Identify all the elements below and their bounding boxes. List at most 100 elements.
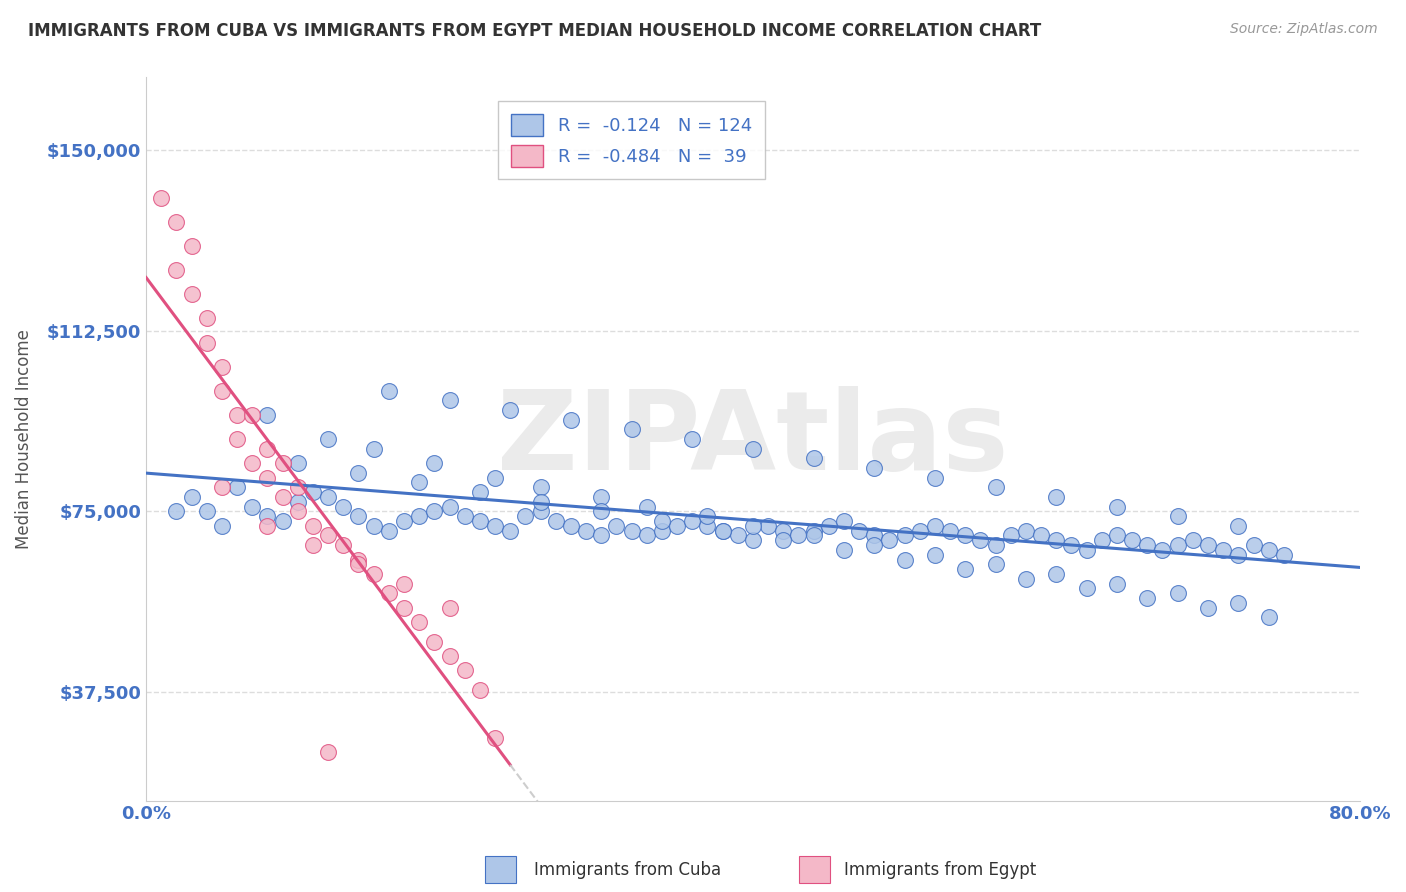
Legend: R =  -0.124   N = 124, R =  -0.484   N =  39: R = -0.124 N = 124, R = -0.484 N = 39 [498,101,765,179]
Point [741,533,763,548]
Point [984,558,1007,572]
Point [499,524,522,538]
Point [893,528,915,542]
Point [363,518,385,533]
Point [256,470,278,484]
Point [727,528,749,542]
Point [439,648,461,663]
Point [575,524,598,538]
Point [1212,542,1234,557]
Point [1181,533,1204,548]
Point [666,518,689,533]
Point [832,514,855,528]
Point [1257,542,1279,557]
Point [1243,538,1265,552]
Point [1197,600,1219,615]
Point [984,480,1007,494]
Point [195,311,218,326]
Point [1121,533,1143,548]
Point [1136,591,1159,606]
Point [484,731,506,745]
Point [908,524,931,538]
Point [316,746,339,760]
Point [363,567,385,582]
Point [893,552,915,566]
Point [166,263,188,277]
Text: Immigrants from Cuba: Immigrants from Cuba [534,861,721,879]
Point [166,215,188,229]
Point [1091,533,1114,548]
Point [408,615,430,630]
Point [1227,596,1250,610]
Point [711,524,734,538]
Point [363,442,385,456]
Point [287,456,309,470]
Point [591,490,613,504]
Point [347,466,370,480]
Point [924,548,946,562]
Point [1105,528,1128,542]
Point [256,408,278,422]
Y-axis label: Median Household Income: Median Household Income [15,329,32,549]
Point [195,504,218,518]
Point [180,287,202,301]
Point [392,600,415,615]
Point [620,524,643,538]
Point [681,432,703,446]
Point [1152,542,1174,557]
Point [1167,509,1189,524]
Point [636,500,658,514]
Point [287,480,309,494]
Point [772,533,794,548]
Point [969,533,991,548]
Point [347,558,370,572]
Point [347,552,370,566]
Point [378,524,401,538]
Point [1167,538,1189,552]
Point [1227,548,1250,562]
Point [955,562,977,576]
Point [591,504,613,518]
Point [454,509,477,524]
Point [863,528,886,542]
Point [924,518,946,533]
Point [924,470,946,484]
Point [636,528,658,542]
Point [1136,538,1159,552]
Point [1257,610,1279,624]
Point [378,586,401,600]
Point [863,538,886,552]
Point [879,533,901,548]
Point [817,518,839,533]
Point [347,509,370,524]
Point [195,335,218,350]
Point [1029,528,1052,542]
Point [484,470,506,484]
Point [392,576,415,591]
Point [787,528,810,542]
Point [423,504,446,518]
Point [848,524,870,538]
Point [211,480,233,494]
Point [1197,538,1219,552]
Point [166,504,188,518]
Point [316,528,339,542]
Point [741,518,763,533]
Point [529,504,551,518]
Point [803,524,825,538]
Point [302,518,325,533]
Point [271,456,294,470]
Point [1060,538,1083,552]
Point [226,432,249,446]
Point [651,514,673,528]
Point [484,518,506,533]
Point [756,518,779,533]
Point [332,538,354,552]
Point [468,682,491,697]
Text: Source: ZipAtlas.com: Source: ZipAtlas.com [1230,22,1378,37]
Point [423,456,446,470]
Point [1227,518,1250,533]
Point [620,422,643,436]
Point [378,384,401,398]
Point [984,538,1007,552]
